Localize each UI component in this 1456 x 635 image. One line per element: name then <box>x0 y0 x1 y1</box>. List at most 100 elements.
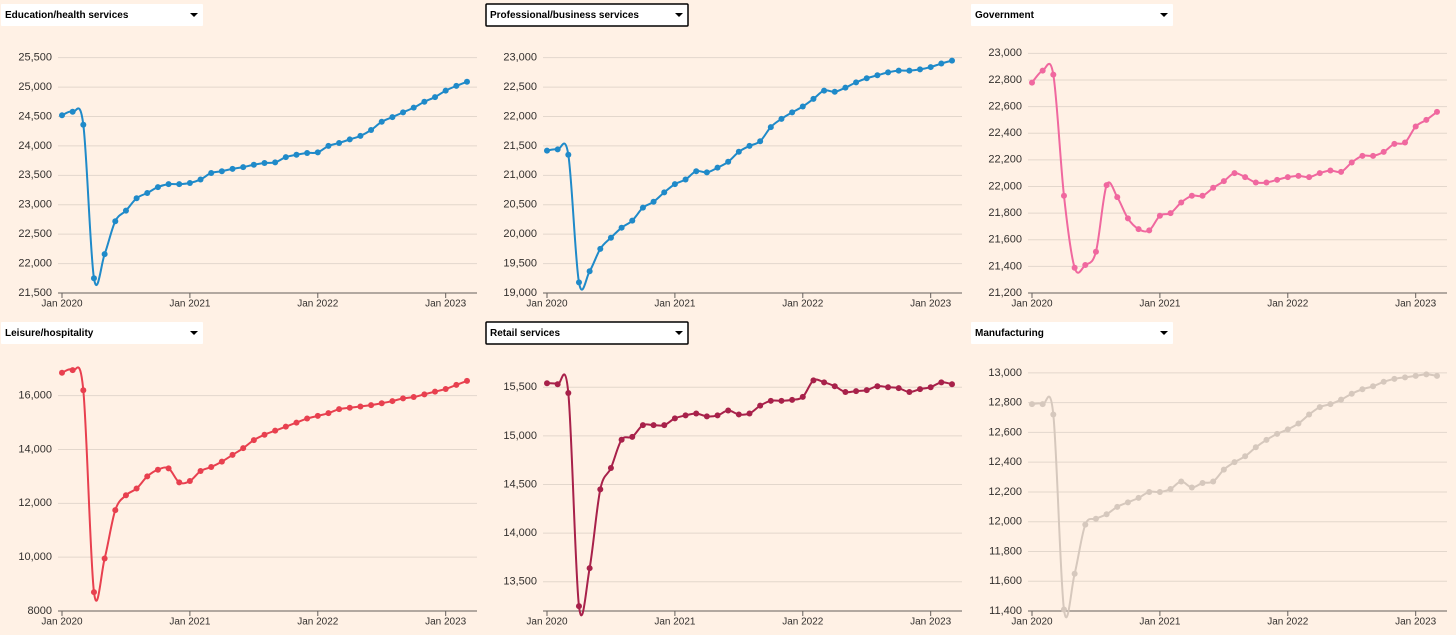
y-tick-label: 12,400 <box>988 456 1022 468</box>
data-point <box>949 381 955 388</box>
data-point <box>1370 152 1377 159</box>
dropdown-arrow <box>675 13 683 17</box>
data-point <box>336 406 343 413</box>
data-point <box>1370 383 1377 390</box>
data-point <box>1242 174 1249 181</box>
data-point <box>1178 199 1185 206</box>
dropdown-box <box>971 322 1173 344</box>
data-point <box>778 115 785 122</box>
data-point <box>586 268 593 275</box>
y-tick-label: 15,000 <box>503 430 537 442</box>
data-point <box>810 95 817 102</box>
data-point <box>293 419 300 426</box>
data-point <box>671 181 678 188</box>
data-point <box>314 412 321 419</box>
data-point <box>1050 411 1057 418</box>
series-dropdown[interactable]: Retail services <box>485 321 689 345</box>
data-point <box>346 136 353 143</box>
series-dropdown[interactable]: Manufacturing <box>971 322 1173 344</box>
data-point <box>746 410 753 417</box>
data-point <box>767 124 774 131</box>
series-line <box>1031 62 1438 274</box>
x-tick-label: Jan 2020 <box>1011 299 1053 310</box>
data-point <box>895 385 902 392</box>
dropdown-arrow <box>1160 331 1168 335</box>
data-point <box>218 168 225 175</box>
x-tick-label: Jan 2021 <box>169 299 211 310</box>
data-point <box>282 423 289 430</box>
data-point <box>1263 179 1270 186</box>
data-point <box>682 176 689 183</box>
data-point <box>389 114 396 121</box>
y-tick-label: 21,200 <box>988 287 1022 299</box>
y-tick-label: 22,500 <box>18 228 52 240</box>
data-point <box>618 436 625 443</box>
x-tick-label: Jan 2022 <box>1267 299 1309 310</box>
y-tick-label: 21,000 <box>503 169 537 181</box>
data-point <box>1210 184 1217 191</box>
data-point <box>90 589 97 596</box>
data-point <box>112 507 119 514</box>
y-tick-label: 19,500 <box>503 257 537 269</box>
data-point <box>261 431 268 438</box>
data-point <box>400 395 407 402</box>
x-tick-label: Jan 2022 <box>297 299 339 310</box>
data-point <box>767 397 774 404</box>
data-point <box>1039 401 1046 408</box>
series-dropdown[interactable]: Government <box>971 4 1173 26</box>
data-point <box>1434 108 1440 115</box>
series-dropdown[interactable]: Education/health services <box>1 4 203 26</box>
x-tick-label: Jan 2023 <box>910 299 952 310</box>
data-point <box>69 367 76 374</box>
data-point <box>1124 499 1131 506</box>
data-point <box>1263 436 1270 443</box>
data-point <box>778 397 785 404</box>
data-point <box>90 275 97 282</box>
data-point <box>927 64 934 71</box>
data-point <box>1199 192 1206 199</box>
data-point <box>1178 478 1185 485</box>
y-tick-label: 19,000 <box>503 287 537 299</box>
data-point <box>885 384 892 391</box>
data-point <box>639 204 646 211</box>
data-point <box>661 422 668 429</box>
data-point <box>565 151 572 158</box>
data-point <box>1114 503 1121 510</box>
y-tick-label: 11,800 <box>989 545 1022 557</box>
series-dropdown[interactable]: Leisure/hospitality <box>1 322 203 344</box>
data-point <box>906 67 913 74</box>
data-point <box>186 478 193 485</box>
data-point <box>1135 226 1142 233</box>
data-point <box>1167 210 1174 217</box>
y-tick-label: 12,800 <box>988 397 1022 409</box>
dropdown-arrow <box>190 13 198 17</box>
data-point <box>725 158 732 165</box>
chart-panel: Government 21,200 21,400 21,600 21,800 22,000… <box>971 4 1447 310</box>
data-point <box>442 385 449 392</box>
data-point <box>1220 178 1227 185</box>
data-point <box>789 109 796 116</box>
data-point <box>799 103 806 110</box>
data-point <box>304 415 311 422</box>
data-point <box>453 82 460 89</box>
x-tick-label: Jan 2020 <box>41 617 83 628</box>
data-point <box>432 94 439 101</box>
data-point <box>432 388 439 395</box>
data-point <box>197 176 204 183</box>
data-point <box>874 72 881 79</box>
data-point <box>1071 570 1078 577</box>
data-point <box>357 132 364 139</box>
data-point <box>799 393 806 400</box>
data-point <box>735 148 742 155</box>
data-point <box>618 224 625 231</box>
data-point <box>240 445 247 452</box>
x-tick-label: Jan 2022 <box>782 299 824 310</box>
data-point <box>746 142 753 149</box>
data-point <box>378 400 385 407</box>
series-dropdown[interactable]: Professional/business services <box>485 3 689 27</box>
y-tick-label: 15,500 <box>503 381 537 393</box>
y-tick-label: 20,500 <box>503 199 537 211</box>
data-point <box>554 381 561 388</box>
data-point <box>176 479 183 486</box>
